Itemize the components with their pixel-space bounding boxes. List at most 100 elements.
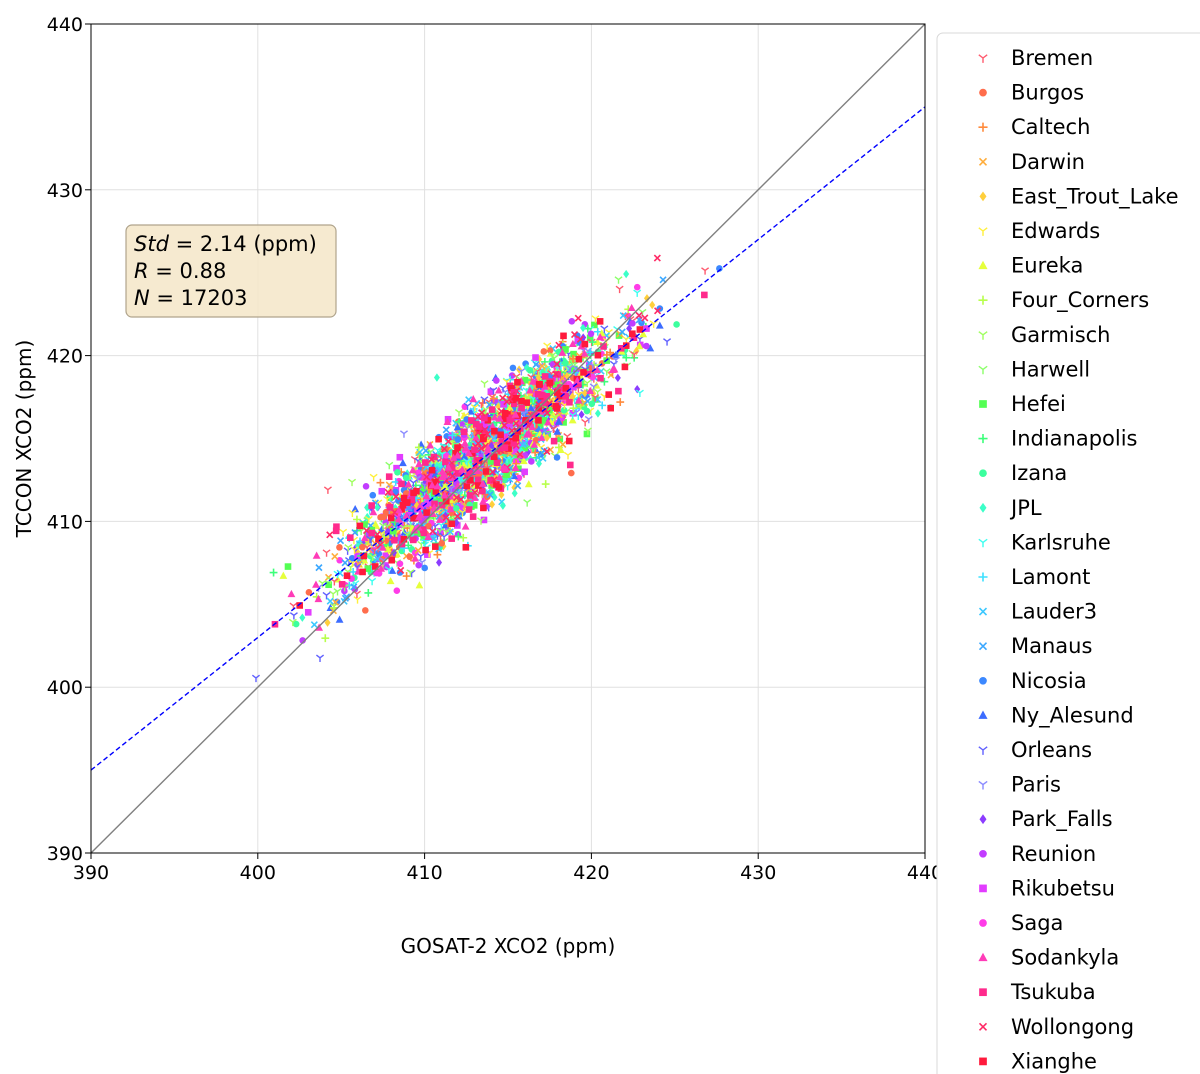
scatter-point	[568, 416, 577, 424]
scatter-point	[430, 503, 439, 511]
scatter-point	[614, 373, 621, 383]
scatter-point	[569, 392, 576, 401]
scatter-point	[423, 509, 430, 516]
scatter-point	[472, 433, 480, 441]
scatter-point	[511, 483, 518, 492]
scatter-point	[404, 480, 413, 488]
scatter-point	[440, 542, 447, 551]
scatter-point	[462, 544, 470, 551]
scatter-point	[461, 439, 469, 447]
scatter-point	[591, 321, 598, 329]
scatter-point	[490, 453, 498, 461]
scatter-point	[396, 560, 404, 568]
scatter-point	[463, 482, 471, 490]
scatter-point	[350, 546, 359, 554]
legend-marker	[978, 295, 988, 305]
scatter-point	[523, 399, 530, 406]
scatter-point	[552, 381, 560, 389]
scatter-point	[508, 385, 515, 392]
scatter-point	[312, 551, 321, 559]
scatter-point	[428, 466, 436, 474]
scatter-point	[535, 417, 542, 424]
scatter-point	[360, 556, 369, 564]
scatter-point	[430, 535, 438, 543]
scatter-point	[583, 407, 591, 415]
scatter-point	[432, 488, 440, 495]
scatter-point	[488, 406, 496, 413]
scatter-point	[480, 380, 489, 388]
scatter-point	[571, 368, 580, 377]
scatter-point	[502, 438, 510, 445]
scatter-point	[292, 620, 300, 628]
legend-marker	[978, 54, 988, 63]
scatter-point	[575, 401, 583, 408]
scatter-point	[325, 581, 332, 589]
scatter-point	[385, 461, 394, 470]
scatter-point	[364, 537, 371, 546]
stats-std-label: Std	[134, 232, 170, 256]
scatter-point	[555, 341, 563, 349]
scatter-point	[449, 472, 457, 480]
scatter-point	[427, 455, 435, 463]
stats-std-line: Std = 2.14 (ppm)	[134, 232, 317, 256]
scatter-point	[415, 581, 424, 589]
scatter-point	[479, 435, 487, 443]
legend-label: Wollongong	[1011, 1015, 1134, 1039]
scatter-point	[433, 550, 442, 559]
scatter-point	[469, 395, 478, 403]
scatter-point	[663, 338, 672, 346]
scatter-point	[461, 443, 470, 451]
scatter-point	[321, 634, 330, 643]
legend-label: Reunion	[1011, 842, 1096, 866]
scatter-point	[510, 400, 518, 408]
scatter-point	[580, 323, 587, 333]
scatter-point	[550, 414, 559, 422]
scatter-point	[501, 444, 509, 451]
x-tick-label: 420	[573, 862, 609, 884]
scatter-point	[420, 473, 428, 481]
fit-line	[90, 106, 926, 771]
scatter-point	[339, 528, 348, 537]
scatter-point	[378, 487, 386, 495]
scatter-point	[540, 382, 549, 390]
scatter-point	[523, 499, 532, 507]
scatter-point	[571, 365, 578, 373]
scatter-point	[442, 426, 450, 434]
scatter-point	[470, 404, 479, 412]
legend-label: Bremen	[1011, 46, 1093, 70]
scatter-point	[385, 473, 393, 480]
scatter-point	[415, 561, 422, 569]
scatter-point	[378, 543, 387, 551]
scatter-point	[488, 422, 497, 430]
scatter-point	[402, 572, 411, 580]
legend-label: Saga	[1011, 911, 1063, 935]
scatter-point	[480, 396, 489, 404]
legend-label: Harwell	[1011, 357, 1090, 381]
scatter-point	[542, 406, 550, 414]
scatter-point	[468, 417, 475, 424]
legend-items: Bremen Burgos Caltech Darwin East_Trout_Lake…	[978, 46, 1179, 1073]
scatter-point	[454, 409, 464, 417]
scatter-point	[562, 346, 569, 353]
scatter-point	[348, 478, 357, 487]
scatter-point	[442, 452, 450, 459]
scatter-point	[532, 360, 540, 369]
scatter-point	[395, 506, 404, 514]
legend-label: Garmisch	[1011, 323, 1111, 347]
scatter-point	[596, 318, 604, 325]
legend-frame	[936, 32, 1200, 1074]
scatter-point	[630, 334, 638, 342]
scatter-point	[462, 458, 471, 466]
scatter-point	[440, 491, 449, 499]
scatter-point	[502, 434, 511, 442]
scatter-point	[419, 526, 427, 534]
scatter-point	[598, 401, 607, 410]
scatter-point	[374, 503, 381, 512]
scatter-point	[518, 404, 525, 412]
legend-marker	[979, 849, 987, 858]
scatter-point	[580, 349, 589, 357]
scatter-point	[540, 348, 548, 355]
scatter-point	[578, 410, 585, 419]
scatter-point	[386, 576, 395, 585]
legend-marker	[979, 469, 987, 478]
